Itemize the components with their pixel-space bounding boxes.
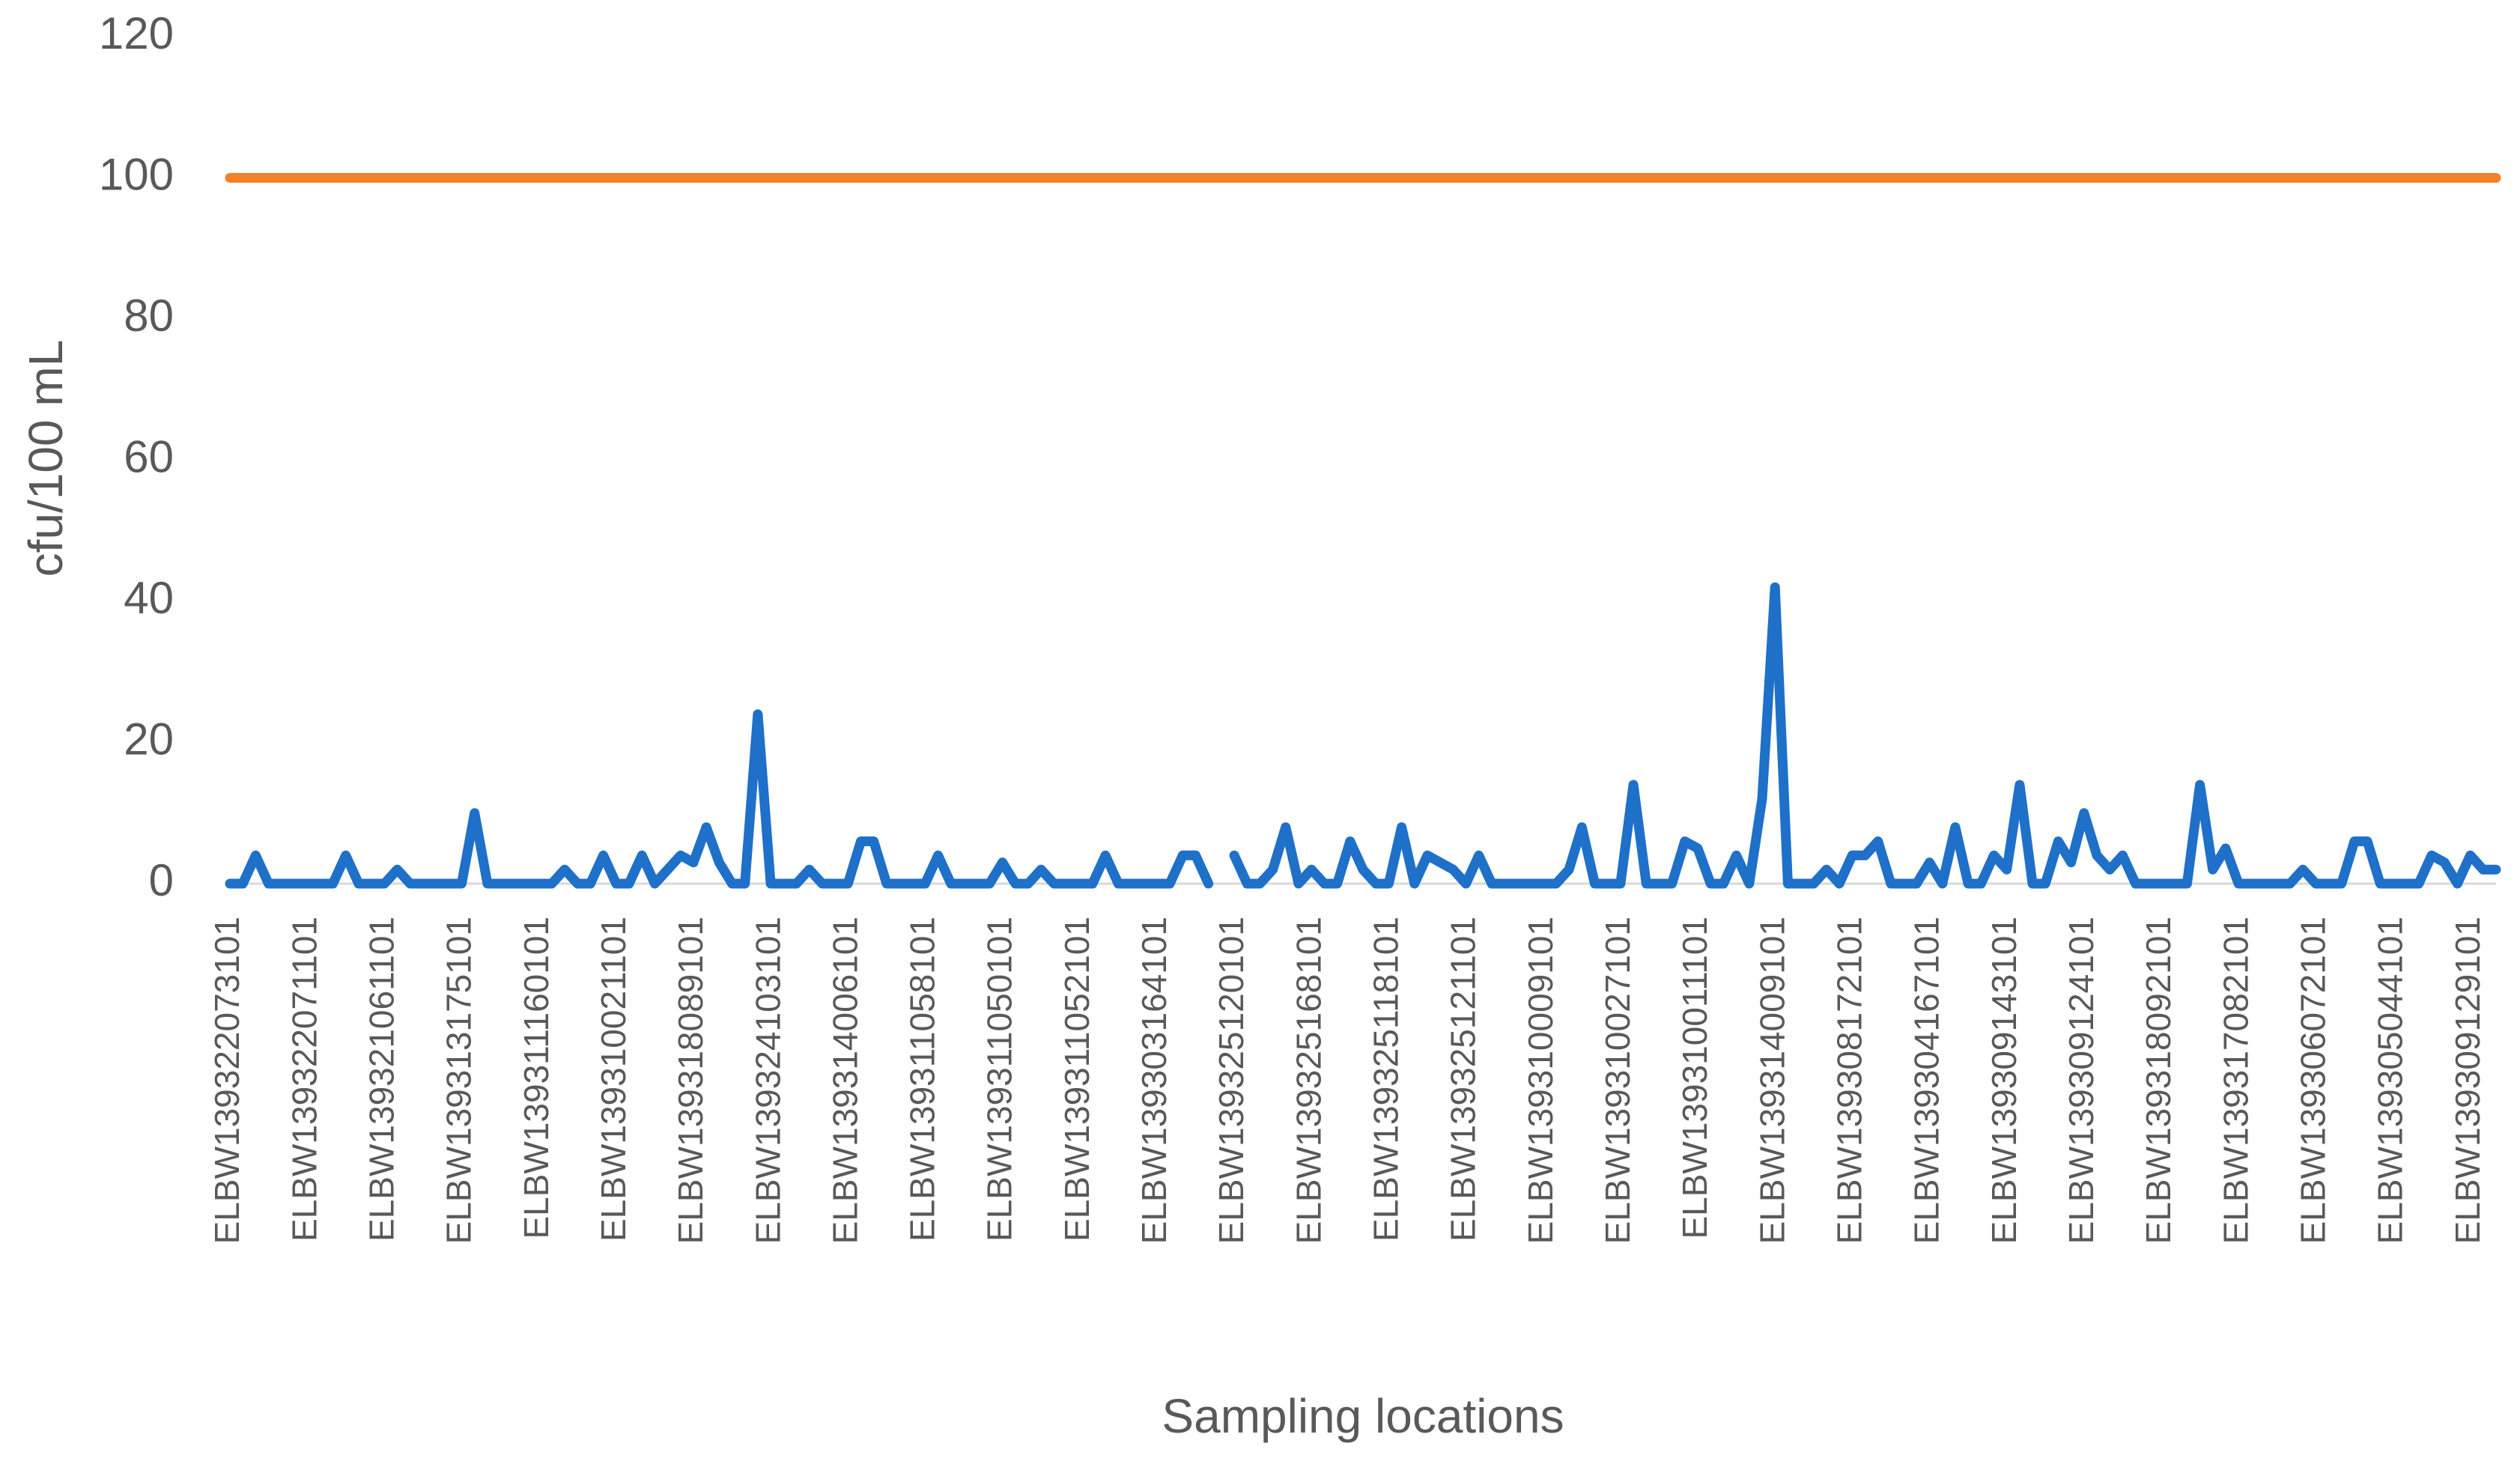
y-tick-label: 60 xyxy=(124,431,174,482)
x-tick-label: ELBW139325120101 xyxy=(1212,917,1251,1244)
x-tick-label: ELBW139311058101 xyxy=(903,917,942,1242)
x-tick-label: ELBW139324103101 xyxy=(748,917,787,1244)
x-tick-label: ELBW139310009101 xyxy=(1521,917,1560,1244)
x-tick-label: ELBW139321061101 xyxy=(362,917,401,1242)
y-tick-label: 20 xyxy=(124,714,174,764)
x-tick-label: ELBW139305044101 xyxy=(2371,917,2410,1244)
y-tick-label: 40 xyxy=(124,573,174,623)
x-tick-label: ELBW139318092101 xyxy=(2139,917,2178,1244)
x-tick-label: ELBW139311160101 xyxy=(517,917,556,1239)
x-tick-label: ELBW139314006101 xyxy=(825,917,864,1244)
x-tick-label: ELBW139311050101 xyxy=(980,917,1019,1242)
x-tick-label: ELBW139311052101 xyxy=(1057,917,1096,1242)
x-tick-label: ELBW139325168101 xyxy=(1289,917,1328,1244)
x-axis-title: Sampling locations xyxy=(1162,1389,1564,1443)
y-tick-label: 100 xyxy=(99,149,174,199)
x-tick-label: ELBW139310011101 xyxy=(1675,917,1714,1239)
data-line xyxy=(225,582,2501,889)
x-tick-label: ELBW139325118101 xyxy=(1367,917,1406,1242)
x-tick-label: ELBW139318089101 xyxy=(671,917,710,1244)
x-tick-label: ELBW139317082101 xyxy=(2216,917,2255,1244)
x-tick-label: ELBW139303164101 xyxy=(1135,917,1174,1244)
x-tick-label: ELBW139310027101 xyxy=(1598,917,1637,1244)
x-tick-label: ELBW139310021101 xyxy=(594,917,633,1242)
x-tick-label: ELBW139314009101 xyxy=(1752,917,1791,1244)
y-tick-label: 120 xyxy=(99,8,174,58)
x-tick-label: ELBW139309124101 xyxy=(2062,917,2101,1244)
x-tick-label: ELBW139322071101 xyxy=(285,917,324,1242)
x-tick-label: ELBW139322073101 xyxy=(207,917,246,1244)
x-tick-label: ELBW139325121101 xyxy=(1444,917,1483,1242)
y-axis-title: cfu/100 mL xyxy=(19,340,73,577)
x-tick-label: ELBW139309129101 xyxy=(2448,917,2487,1244)
x-tick-label: ELBW139313175101 xyxy=(440,917,479,1244)
x-tick-label: ELBW139306072101 xyxy=(2293,917,2332,1244)
x-tick-label: ELBW139308172101 xyxy=(1830,917,1868,1244)
x-tick-label: ELBW139304167101 xyxy=(1907,917,1946,1244)
y-tick-label: 80 xyxy=(124,291,174,341)
y-tick-label: 0 xyxy=(149,855,174,905)
x-tick-label: ELBW139309143101 xyxy=(1985,917,2023,1244)
